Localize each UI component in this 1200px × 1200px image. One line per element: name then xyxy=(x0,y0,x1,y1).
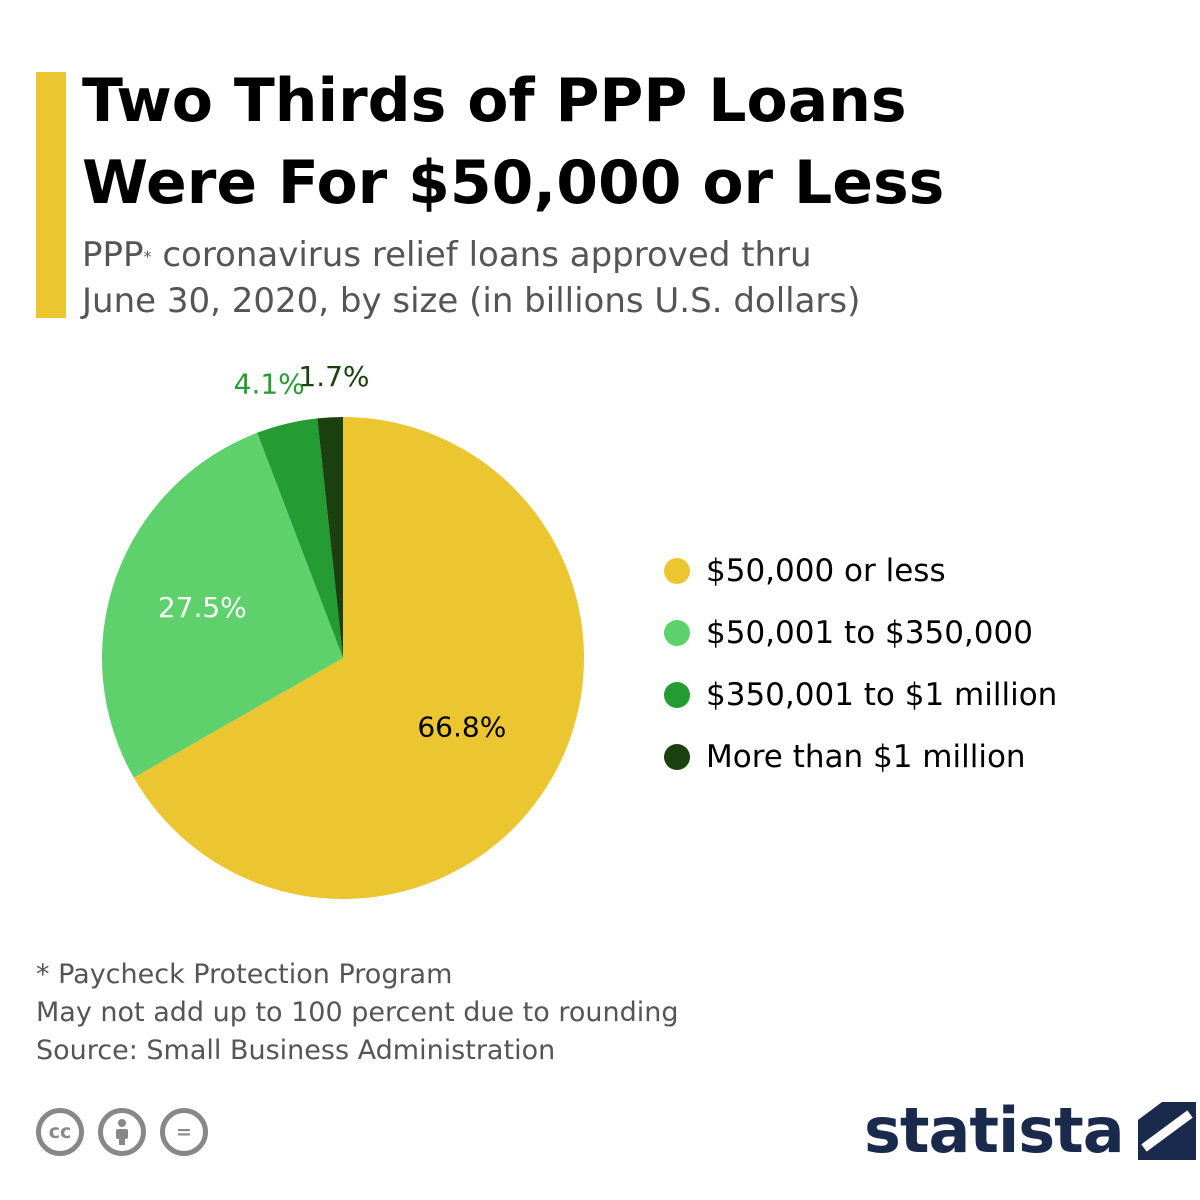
pie-slice[interactable] xyxy=(257,418,343,658)
legend-swatch xyxy=(664,620,690,646)
subtitle-asterisk: * xyxy=(143,247,152,266)
footnote-program: * Paycheck Protection Program xyxy=(36,959,453,990)
subtitle-prefix: PPP xyxy=(82,235,144,275)
footnote-rounding: May not add up to 100 percent due to rou… xyxy=(36,997,679,1028)
legend-item[interactable]: $50,000 or less xyxy=(664,540,1057,602)
chart-subtitle: PPP* coronavirus relief loans approved t… xyxy=(82,232,1082,324)
legend-item[interactable]: $50,001 to $350,000 xyxy=(664,602,1057,664)
brand-name: statista xyxy=(864,1094,1125,1167)
legend-swatch xyxy=(664,682,690,708)
title-line-2: Were For $50,000 or Less xyxy=(82,148,945,218)
footnote-source: Source: Small Business Administration xyxy=(36,1035,556,1066)
cc-icon[interactable]: cc xyxy=(36,1108,84,1156)
chart-title: Two Thirds of PPP Loans Were For $50,000… xyxy=(82,60,1182,224)
legend-label: $350,001 to $1 million xyxy=(706,677,1058,713)
license-icons: cc = xyxy=(36,1108,222,1156)
slice-data-label: 4.1% xyxy=(234,367,305,400)
attribution-icon[interactable] xyxy=(98,1108,146,1156)
slice-data-label: 1.7% xyxy=(298,360,369,393)
legend-item[interactable]: More than $1 million xyxy=(664,726,1057,788)
legend-label: More than $1 million xyxy=(706,739,1026,775)
legend-swatch xyxy=(664,558,690,584)
slice-data-label: 66.8% xyxy=(417,710,506,743)
legend-label: $50,000 or less xyxy=(706,553,946,589)
subtitle-line-1-rest: coronavirus relief loans approved thru xyxy=(151,235,812,275)
pie-slice[interactable] xyxy=(133,417,584,899)
title-line-1: Two Thirds of PPP Loans xyxy=(82,66,907,136)
slice-data-label: 27.5% xyxy=(158,591,247,624)
statista-logo-icon xyxy=(1137,1101,1196,1160)
pie-slice[interactable] xyxy=(102,432,343,778)
statista-brand[interactable]: statista xyxy=(864,1094,1196,1167)
chart-legend: $50,000 or less $50,001 to $350,000 $350,0… xyxy=(664,540,1057,788)
no-derivatives-icon[interactable]: = xyxy=(160,1108,208,1156)
subtitle-line-1: PPP* coronavirus relief loans approved t… xyxy=(82,232,1082,278)
subtitle-line-2: June 30, 2020, by size (in billions U.S.… xyxy=(82,281,861,321)
pie-slice[interactable] xyxy=(317,417,343,658)
legend-label: $50,001 to $350,000 xyxy=(706,615,1033,651)
legend-item[interactable]: $350,001 to $1 million xyxy=(664,664,1057,726)
footnotes: * Paycheck Protection Program May not ad… xyxy=(36,956,679,1070)
legend-swatch xyxy=(664,744,690,770)
title-accent-bar xyxy=(36,72,66,318)
